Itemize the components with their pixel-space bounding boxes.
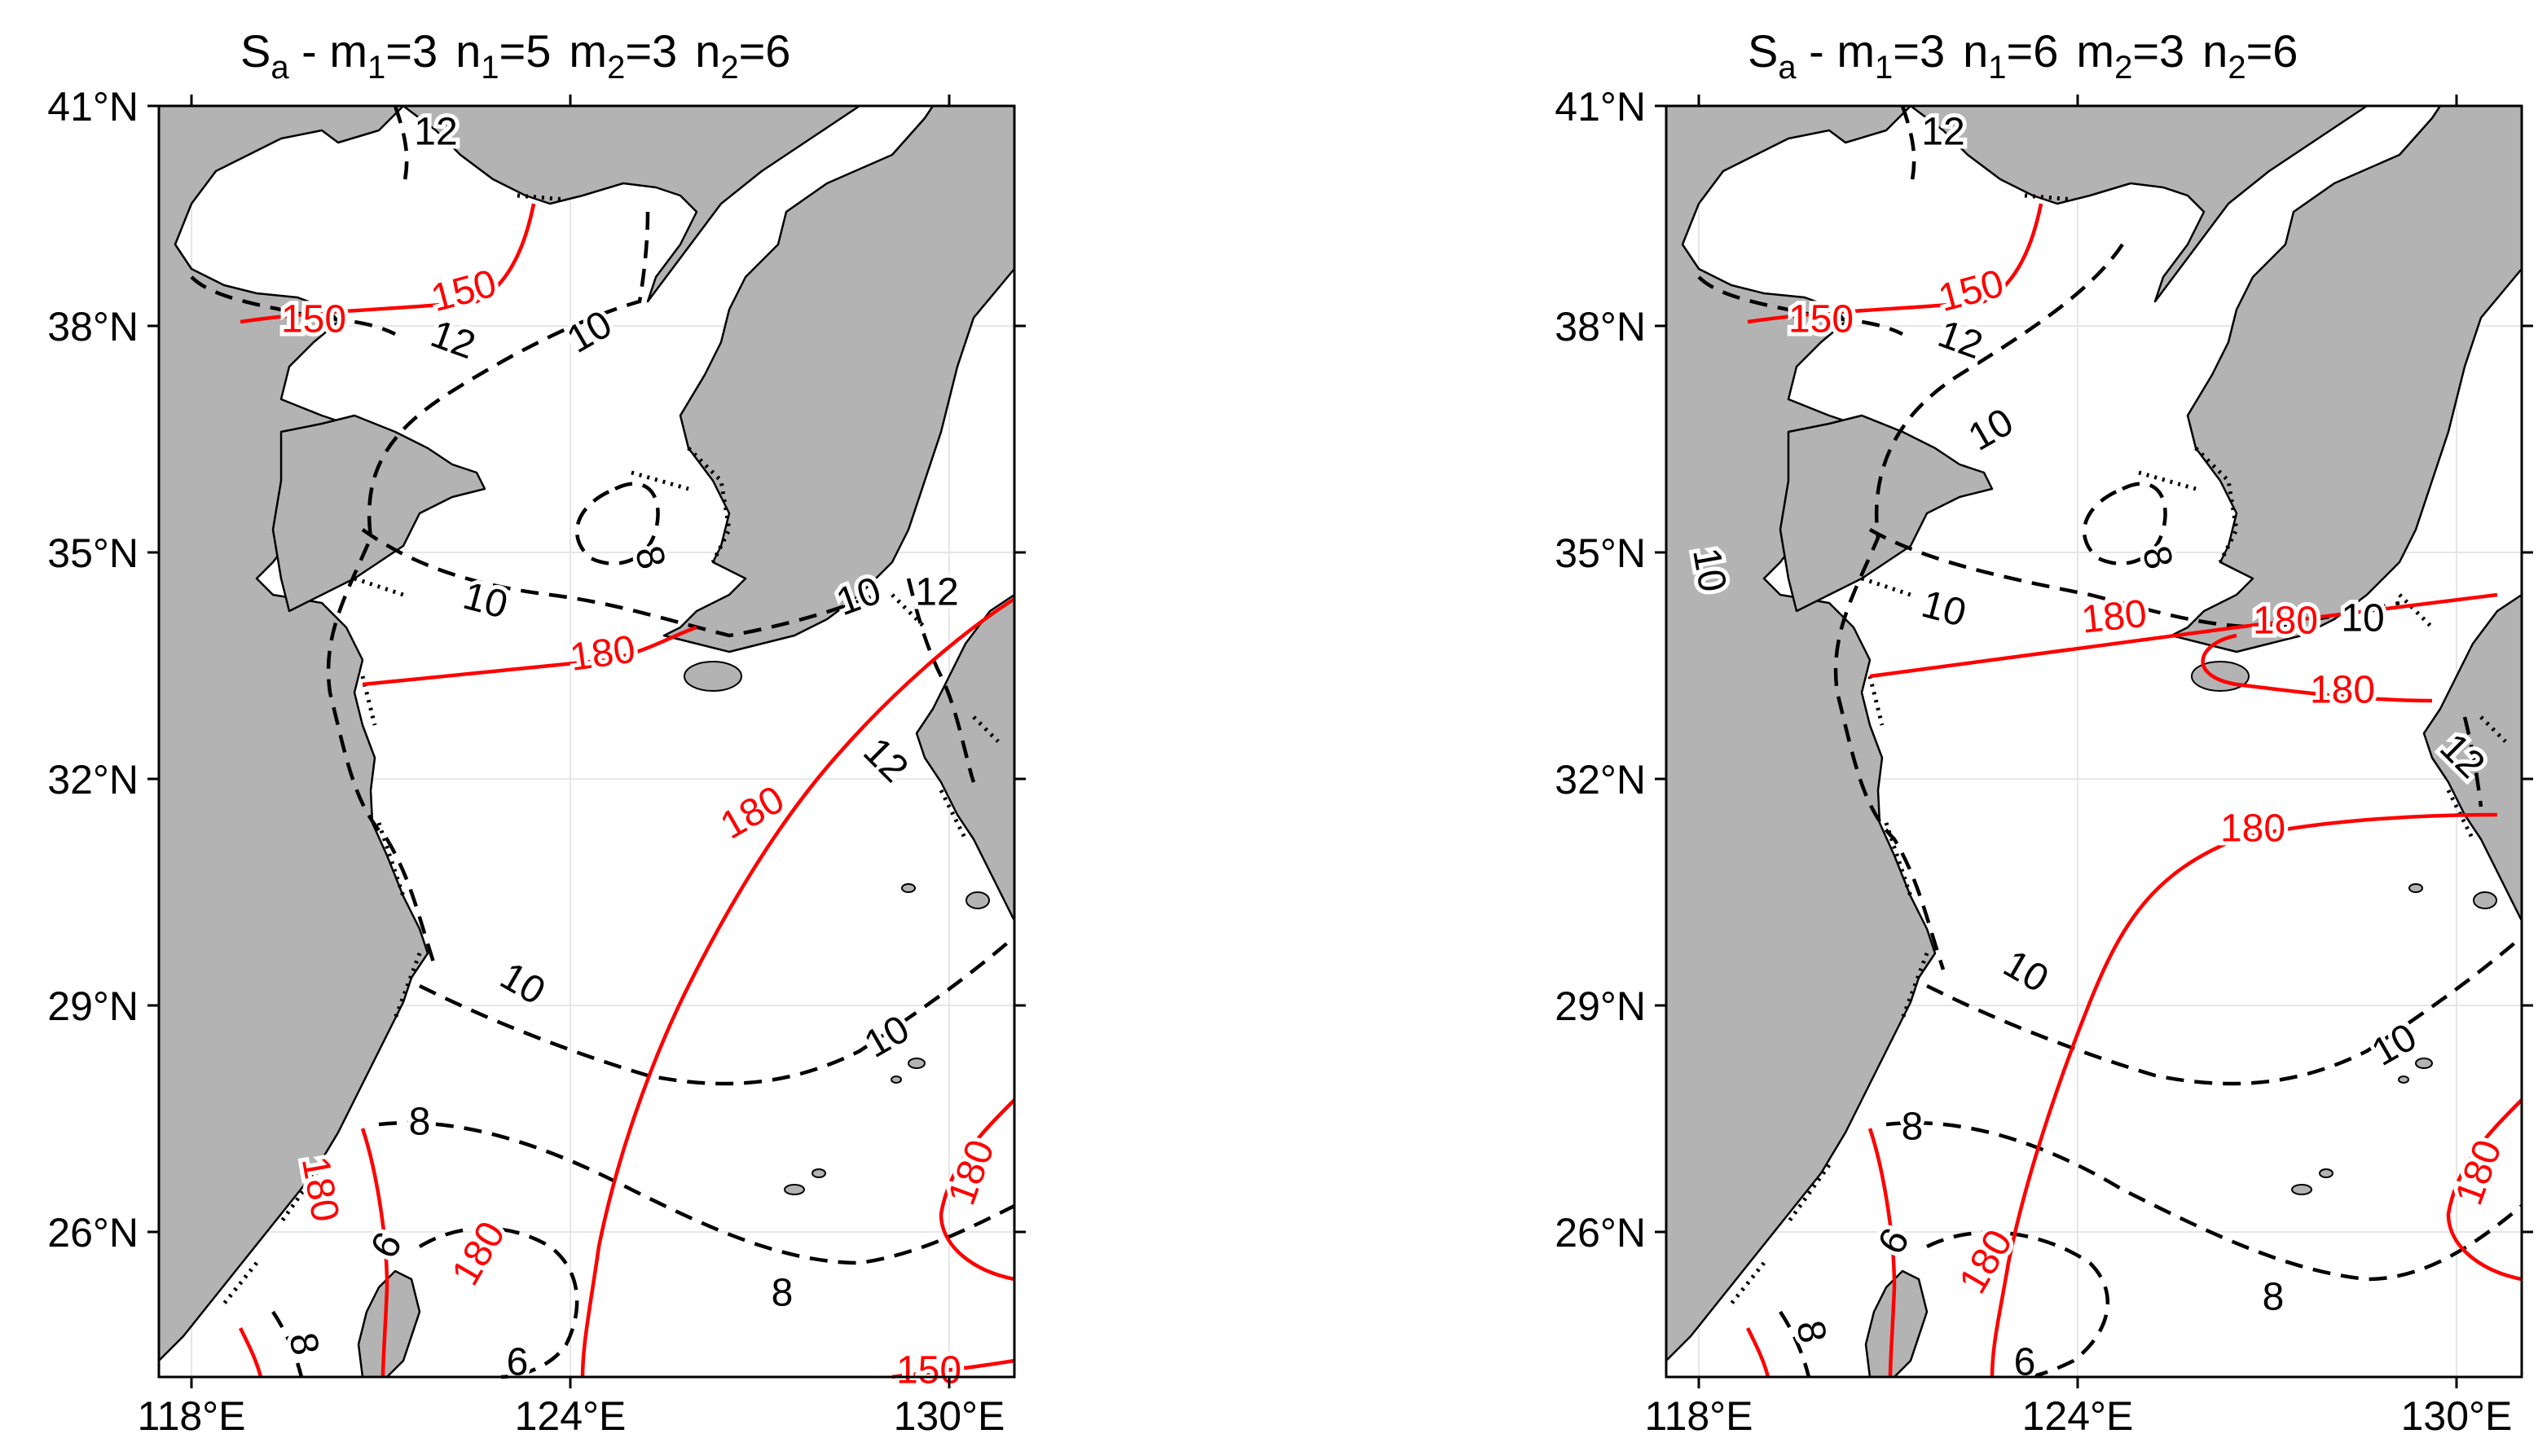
amplitude-label: 10 — [1684, 545, 1734, 596]
amplitude-label: 12 — [915, 571, 958, 614]
lat-tick-label: 41°N — [1555, 84, 1646, 130]
longitude-labels: 118°E 124°E 130°E — [1644, 1393, 2512, 1439]
lat-tick-label: 35°N — [47, 530, 139, 576]
phase-label: 150 — [896, 1349, 961, 1392]
lat-tick-label: 29°N — [1555, 983, 1646, 1029]
latitude-labels: 41°N 38°N 35°N 32°N 29°N 26°N — [1555, 84, 1646, 1256]
lat-tick-label: 35°N — [1555, 530, 1646, 576]
amplitude-label: 10 — [2341, 597, 2384, 640]
lat-tick-label: 32°N — [47, 757, 139, 803]
lat-tick-label: 32°N — [1555, 757, 1646, 803]
phase-label: 180 — [2220, 807, 2285, 851]
lat-tick-label: 38°N — [1555, 304, 1646, 350]
lat-tick-label: 26°N — [1555, 1210, 1646, 1256]
lat-tick-label: 41°N — [47, 84, 139, 130]
amplitude-contours — [190, 105, 1016, 1379]
lon-tick-label: 124°E — [515, 1393, 627, 1439]
panel-left: Sa - m1=3 n1=5 m2=3 n2=6 — [47, 25, 1026, 1439]
amplitude-label: 8 — [409, 1101, 431, 1144]
lat-tick-label: 38°N — [47, 304, 139, 350]
amplitude-contours — [1697, 105, 2523, 1379]
lon-tick-label: 130°E — [2401, 1393, 2513, 1439]
map-frame — [1665, 104, 2523, 1379]
lon-tick-label: 130°E — [894, 1393, 1005, 1439]
lon-tick-label: 124°E — [2022, 1393, 2134, 1439]
phase-label: 150 — [1788, 298, 1854, 341]
lon-tick-label: 118°E — [137, 1393, 245, 1439]
lon-tick-label: 118°E — [1644, 1393, 1753, 1439]
lat-tick-label: 29°N — [47, 983, 139, 1029]
ticks — [147, 95, 1026, 1388]
phase-contours — [1745, 203, 2523, 1378]
phase-label: 180 — [2310, 669, 2375, 712]
phase-label: 180 — [567, 627, 638, 680]
phase-label: 180 — [2253, 600, 2318, 643]
longitude-labels: 118°E 124°E 130°E — [137, 1393, 1005, 1439]
lat-tick-label: 26°N — [47, 1210, 139, 1256]
amplitude-label: 12 — [1921, 111, 1964, 154]
amplitude-label: 8 — [772, 1272, 794, 1315]
amplitude-label: 8 — [1902, 1106, 1924, 1149]
phase-label: 180 — [2079, 592, 2149, 642]
ticks — [1655, 95, 2533, 1388]
latitude-labels: 41°N 38°N 35°N 32°N 29°N 26°N — [47, 84, 139, 1256]
amplitude-label: 12 — [414, 111, 457, 154]
map-frame — [157, 104, 1016, 1379]
phase-label: 150 — [281, 298, 346, 341]
amplitude-label: 8 — [2263, 1276, 2285, 1319]
phase-contours — [238, 203, 1016, 1379]
panel-title: Sa - m1=3 n1=5 m2=3 n2=6 — [240, 25, 790, 86]
panel-right: Sa - m1=3 n1=6 m2=3 n2=6 — [1555, 25, 2533, 1439]
panel-title: Sa - m1=3 n1=6 m2=3 n2=6 — [1748, 25, 2298, 86]
